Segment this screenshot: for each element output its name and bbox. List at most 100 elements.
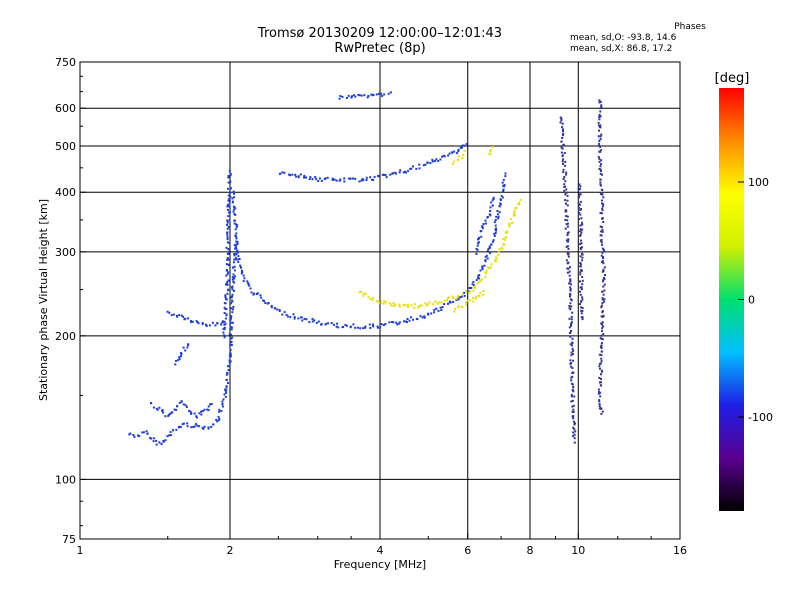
data-point bbox=[465, 303, 468, 306]
data-point bbox=[600, 370, 603, 373]
data-point bbox=[568, 305, 571, 307]
data-point bbox=[564, 227, 567, 230]
data-point bbox=[602, 333, 605, 336]
data-point bbox=[344, 323, 347, 326]
data-point bbox=[398, 303, 401, 306]
data-point bbox=[566, 234, 569, 236]
data-point bbox=[180, 352, 182, 354]
data-point bbox=[227, 252, 230, 255]
data-point bbox=[465, 143, 468, 145]
data-point bbox=[262, 299, 265, 302]
phase-stats: Phases mean, sd,O: -93.8, 14.6 mean, sd,… bbox=[570, 22, 770, 55]
data-point bbox=[572, 408, 575, 411]
data-point bbox=[502, 244, 505, 247]
data-point bbox=[229, 355, 232, 358]
data-point bbox=[246, 280, 249, 283]
data-point bbox=[566, 225, 569, 228]
data-point bbox=[185, 406, 188, 408]
data-point bbox=[226, 219, 229, 222]
data-point bbox=[276, 308, 279, 311]
data-point bbox=[416, 318, 419, 321]
data-point bbox=[479, 269, 482, 272]
data-point bbox=[300, 316, 303, 319]
data-point bbox=[468, 290, 471, 293]
data-point bbox=[434, 300, 437, 303]
y-tick-label: 400 bbox=[55, 186, 76, 199]
data-point bbox=[226, 236, 229, 239]
data-point bbox=[346, 97, 348, 99]
data-point bbox=[580, 312, 583, 315]
y-tick-label: 600 bbox=[55, 102, 76, 115]
data-point bbox=[214, 324, 217, 327]
data-point bbox=[570, 330, 572, 332]
data-point bbox=[600, 360, 603, 363]
data-point bbox=[597, 124, 600, 127]
data-point bbox=[231, 276, 234, 279]
data-point bbox=[387, 92, 390, 95]
data-point bbox=[457, 150, 460, 153]
data-point bbox=[603, 289, 606, 292]
data-point bbox=[599, 178, 602, 181]
data-point bbox=[499, 199, 502, 201]
data-point bbox=[186, 346, 189, 349]
data-point bbox=[456, 158, 459, 161]
data-point bbox=[223, 334, 226, 337]
data-point bbox=[364, 292, 367, 295]
data-point bbox=[454, 307, 457, 310]
data-point bbox=[227, 187, 230, 190]
data-point bbox=[562, 163, 565, 165]
data-point bbox=[365, 179, 368, 181]
data-point bbox=[598, 403, 601, 405]
data-point bbox=[223, 326, 226, 329]
data-point bbox=[286, 315, 289, 318]
data-point bbox=[227, 279, 230, 282]
data-point bbox=[560, 117, 563, 120]
data-point bbox=[569, 343, 572, 346]
data-point bbox=[508, 224, 511, 227]
data-point bbox=[485, 269, 488, 272]
data-point bbox=[581, 223, 584, 226]
data-point bbox=[382, 324, 385, 326]
data-point bbox=[566, 204, 569, 207]
data-point bbox=[577, 202, 580, 205]
data-point bbox=[564, 210, 567, 213]
data-point bbox=[215, 418, 218, 421]
data-point bbox=[440, 309, 443, 311]
data-point bbox=[380, 301, 383, 304]
data-point bbox=[437, 309, 440, 312]
data-point bbox=[233, 253, 236, 255]
data-point bbox=[602, 247, 604, 250]
data-point bbox=[566, 232, 569, 234]
data-point bbox=[433, 308, 436, 311]
x-tick-label: 8 bbox=[527, 544, 534, 557]
data-point bbox=[453, 150, 456, 153]
data-point bbox=[352, 94, 355, 97]
data-point bbox=[132, 434, 135, 436]
data-point bbox=[569, 302, 572, 305]
data-point bbox=[579, 290, 581, 293]
data-point bbox=[494, 224, 497, 227]
data-point bbox=[336, 322, 339, 325]
data-point bbox=[231, 299, 234, 302]
data-point bbox=[570, 362, 573, 364]
data-point bbox=[477, 241, 480, 244]
data-point bbox=[490, 201, 493, 204]
data-point bbox=[571, 405, 574, 408]
data-point bbox=[349, 177, 352, 180]
data-point bbox=[248, 284, 251, 287]
data-point bbox=[452, 160, 455, 163]
data-point bbox=[176, 315, 179, 318]
data-point bbox=[600, 105, 603, 108]
data-point bbox=[491, 199, 494, 202]
data-point bbox=[182, 403, 185, 406]
data-point bbox=[378, 92, 380, 95]
data-point bbox=[568, 274, 571, 277]
data-point bbox=[237, 255, 240, 258]
data-point bbox=[314, 176, 317, 178]
data-point bbox=[431, 160, 434, 163]
data-point bbox=[482, 223, 485, 225]
data-point bbox=[225, 269, 228, 272]
data-point bbox=[428, 301, 431, 304]
data-point bbox=[466, 299, 469, 302]
data-point bbox=[362, 292, 365, 295]
